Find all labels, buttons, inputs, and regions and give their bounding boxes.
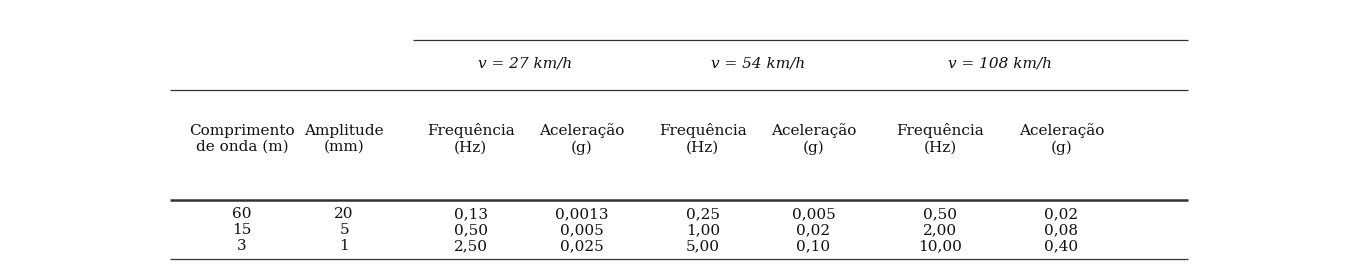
Text: 0,02: 0,02 bbox=[796, 223, 830, 237]
Text: 1,00: 1,00 bbox=[686, 223, 720, 237]
Text: v = 108 km/h: v = 108 km/h bbox=[949, 57, 1052, 71]
Text: 20: 20 bbox=[335, 207, 354, 221]
Text: 0,40: 0,40 bbox=[1044, 239, 1078, 253]
Text: Comprimento
de onda (m): Comprimento de onda (m) bbox=[189, 124, 295, 154]
Text: 3: 3 bbox=[237, 239, 246, 253]
Text: 5: 5 bbox=[339, 223, 348, 237]
Text: 0,0013: 0,0013 bbox=[555, 207, 608, 221]
Text: 0,005: 0,005 bbox=[792, 207, 836, 221]
Text: 0,10: 0,10 bbox=[796, 239, 830, 253]
Text: Aceleração
(g): Aceleração (g) bbox=[1019, 123, 1104, 155]
Text: 2,50: 2,50 bbox=[453, 239, 487, 253]
Text: 0,005: 0,005 bbox=[559, 223, 603, 237]
Text: Amplitude
(mm): Amplitude (mm) bbox=[305, 124, 384, 154]
Text: 1: 1 bbox=[339, 239, 348, 253]
Text: 2,00: 2,00 bbox=[923, 223, 957, 237]
Text: v = 54 km/h: v = 54 km/h bbox=[710, 57, 804, 71]
Text: Frequência
(Hz): Frequência (Hz) bbox=[427, 123, 514, 155]
Text: Frequência
(Hz): Frequência (Hz) bbox=[897, 123, 984, 155]
Text: Aceleração
(g): Aceleração (g) bbox=[539, 123, 625, 155]
Text: 15: 15 bbox=[233, 223, 252, 237]
Text: 10,00: 10,00 bbox=[919, 239, 962, 253]
Text: 0,08: 0,08 bbox=[1044, 223, 1078, 237]
Text: 0,02: 0,02 bbox=[1044, 207, 1078, 221]
Text: 0,50: 0,50 bbox=[923, 207, 957, 221]
Text: 60: 60 bbox=[233, 207, 252, 221]
Text: 0,025: 0,025 bbox=[559, 239, 603, 253]
Text: v = 27 km/h: v = 27 km/h bbox=[479, 57, 573, 71]
Text: Aceleração
(g): Aceleração (g) bbox=[770, 123, 856, 155]
Text: 5,00: 5,00 bbox=[686, 239, 720, 253]
Text: Frequência
(Hz): Frequência (Hz) bbox=[659, 123, 747, 155]
Text: 0,13: 0,13 bbox=[453, 207, 487, 221]
Text: 0,50: 0,50 bbox=[453, 223, 487, 237]
Text: 0,25: 0,25 bbox=[686, 207, 720, 221]
